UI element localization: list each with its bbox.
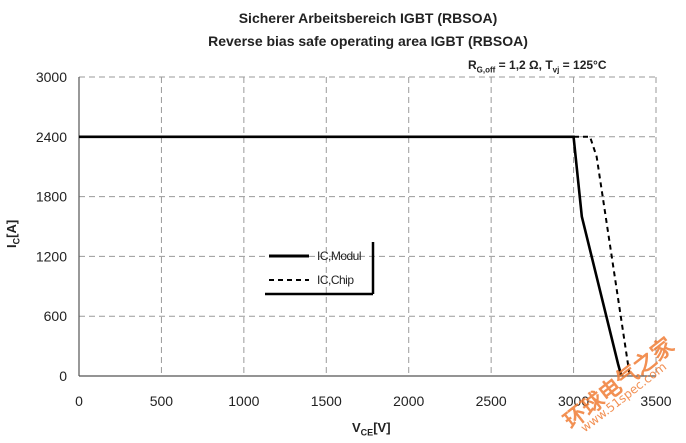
x-tick-label: 3500: [640, 393, 671, 409]
x-tick-label: 2500: [476, 393, 507, 409]
y-tick-label: 0: [59, 368, 67, 384]
chart-title: Sicherer Arbeitsbereich IGBT (RBSOA): [238, 10, 498, 26]
y-tick-label: 600: [44, 308, 68, 324]
x-axis-label: VCE[V]: [352, 420, 391, 438]
y-tick-label: 2400: [36, 129, 67, 145]
series-line-ic-chip: [79, 135, 631, 377]
x-tick-label: 3000: [558, 393, 589, 409]
x-tick-label: 2000: [393, 393, 424, 409]
x-tick-label: 1500: [311, 393, 342, 409]
legend-label: IC,Chip: [317, 273, 354, 287]
x-tick-label: 500: [150, 393, 174, 409]
chart-subtitle: Reverse bias safe operating area IGBT (R…: [208, 33, 528, 49]
x-tick-label: 0: [75, 393, 83, 409]
y-tick-label: 1800: [36, 189, 67, 205]
conditions-annotation: RG,off = 1,2 Ω, Tvj = 125°C: [468, 58, 607, 75]
y-tick-label: 3000: [36, 69, 67, 85]
legend-label: IC,Modul: [317, 249, 361, 263]
x-tick-label: 1000: [228, 393, 259, 409]
y-tick-label: 1200: [36, 248, 67, 264]
series-line-ic-modul: [79, 135, 623, 377]
y-axis-label: IC[A]: [4, 219, 22, 248]
